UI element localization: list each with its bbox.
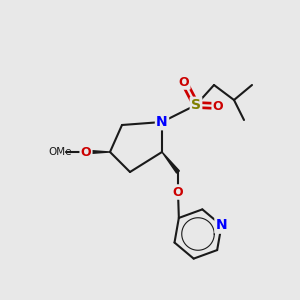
Polygon shape bbox=[162, 152, 179, 173]
Text: N: N bbox=[156, 115, 168, 129]
Text: O: O bbox=[173, 185, 183, 199]
Text: O: O bbox=[213, 100, 223, 112]
Text: OMe: OMe bbox=[49, 147, 72, 157]
Text: S: S bbox=[191, 98, 201, 112]
Text: N: N bbox=[216, 218, 227, 233]
Text: O: O bbox=[179, 76, 189, 88]
Polygon shape bbox=[86, 150, 110, 154]
Text: O: O bbox=[81, 146, 91, 158]
